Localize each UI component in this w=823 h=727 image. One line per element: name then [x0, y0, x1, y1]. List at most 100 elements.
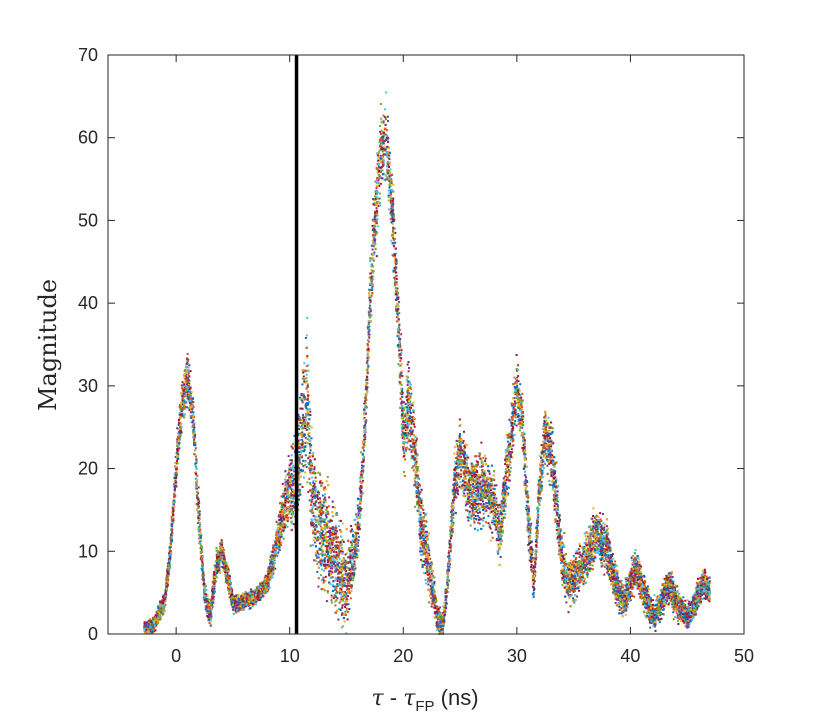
data-point [659, 618, 662, 621]
scatter-points [143, 91, 711, 635]
data-point [275, 520, 278, 523]
data-point [422, 542, 425, 545]
data-point [566, 566, 569, 569]
data-point [175, 485, 178, 488]
data-point [369, 296, 372, 299]
data-point [338, 520, 341, 523]
data-point [351, 550, 354, 553]
data-point [322, 587, 325, 590]
data-point [359, 497, 362, 500]
data-point [304, 436, 307, 439]
data-point [475, 510, 478, 513]
data-point [629, 585, 632, 588]
data-point [509, 438, 512, 441]
data-point [591, 564, 594, 567]
data-point [377, 156, 380, 159]
data-point [199, 543, 202, 545]
data-point [541, 471, 544, 474]
data-point [481, 517, 484, 520]
data-point [349, 561, 352, 564]
data-point [554, 476, 557, 479]
data-point [320, 528, 323, 531]
data-point [285, 519, 288, 522]
data-point [293, 466, 296, 469]
data-point [457, 454, 459, 457]
data-point [510, 421, 512, 424]
data-point [571, 600, 574, 602]
data-point [287, 455, 290, 458]
data-point [161, 613, 164, 616]
data-point [344, 611, 347, 613]
data-point [483, 472, 486, 474]
data-point [336, 558, 338, 561]
data-point [661, 613, 664, 615]
data-point [392, 202, 395, 205]
data-point [603, 560, 606, 563]
data-point [301, 427, 304, 430]
data-point [326, 591, 329, 594]
data-point [546, 464, 549, 467]
data-point [303, 362, 306, 365]
data-point [428, 562, 431, 565]
data-point [602, 536, 605, 539]
data-point [405, 375, 408, 378]
data-point [206, 614, 209, 617]
data-point [228, 577, 231, 580]
data-point [595, 537, 598, 540]
data-point [351, 539, 354, 542]
data-point [322, 553, 325, 556]
data-point [276, 544, 279, 547]
data-point [557, 553, 560, 556]
data-point [508, 468, 510, 471]
data-point [668, 602, 671, 604]
data-point [542, 425, 545, 428]
data-point [705, 575, 708, 578]
data-point [412, 465, 415, 468]
data-point [451, 502, 454, 505]
data-point [576, 595, 579, 598]
data-point [577, 579, 580, 582]
data-point [186, 389, 189, 391]
data-point [628, 575, 631, 578]
data-point [323, 579, 326, 582]
data-point [307, 433, 310, 436]
data-point [327, 557, 330, 560]
data-point [458, 478, 461, 480]
data-point [380, 146, 382, 149]
data-point [477, 486, 480, 489]
data-point [622, 599, 625, 601]
data-point [443, 601, 446, 604]
data-point [512, 425, 514, 428]
data-point [533, 580, 536, 583]
data-point [642, 590, 645, 593]
data-point [312, 491, 315, 494]
data-point [660, 607, 662, 610]
data-point [607, 570, 609, 573]
data-point [497, 552, 499, 555]
data-point [280, 495, 283, 498]
data-point [289, 475, 292, 478]
data-point [397, 319, 400, 322]
data-point [483, 454, 486, 457]
data-point [325, 555, 328, 558]
data-point [302, 393, 305, 396]
data-point [325, 516, 328, 519]
data-point [306, 316, 309, 319]
data-point [395, 252, 398, 255]
data-point [584, 570, 586, 573]
data-point [288, 464, 291, 467]
data-point [646, 600, 649, 603]
data-point [316, 570, 319, 573]
data-point [282, 502, 285, 505]
data-point [395, 320, 398, 323]
data-point [429, 585, 432, 587]
data-point [281, 529, 284, 532]
data-point [528, 516, 531, 519]
data-point [518, 429, 521, 432]
data-point [326, 564, 328, 567]
data-point [358, 506, 361, 509]
data-point [346, 588, 349, 591]
data-point [677, 623, 680, 625]
